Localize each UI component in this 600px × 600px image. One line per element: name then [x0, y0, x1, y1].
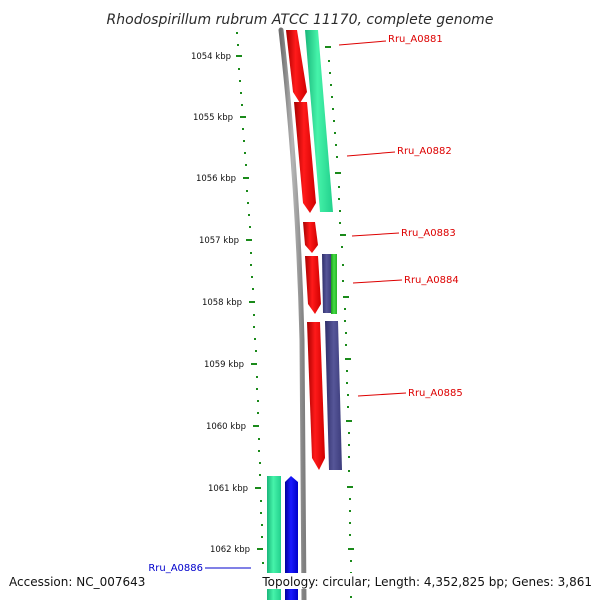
- orf-teal-bottom: [267, 476, 281, 600]
- gene-label-rru-a0886[interactable]: Rru_A0886: [148, 563, 203, 574]
- kbp-label-1055: 1055 kbp: [193, 113, 233, 123]
- gene-feature-rru-a0886[interactable]: [285, 476, 298, 600]
- genome-summary-text: Topology: circular; Length: 4,352,825 bp…: [261, 575, 592, 589]
- summary-bg: [258, 573, 596, 589]
- accession-bg: [6, 573, 146, 589]
- kbp-label-1059: 1059 kbp: [204, 360, 244, 370]
- orf-green: [331, 254, 337, 314]
- orf-teal-top: [305, 30, 333, 212]
- gene-label-rru-a0885[interactable]: Rru_A0885: [408, 388, 463, 399]
- kbp-label-1062: 1062 kbp: [210, 545, 250, 555]
- map-title: Rhodospirillum rubrum ATCC 11170, comple…: [107, 12, 494, 28]
- gene-leader-lines: [338, 40, 407, 397]
- gene-label-rru-a0881[interactable]: Rru_A0881: [388, 34, 443, 45]
- kbp-label-1057: 1057 kbp: [199, 236, 239, 246]
- gene-feature-rru-a0884[interactable]: [305, 256, 321, 314]
- gene-label-rru-a0884[interactable]: Rru_A0884: [404, 275, 459, 286]
- kbp-label-1061: 1061 kbp: [208, 484, 248, 494]
- gene-feature-rru-a0882[interactable]: [294, 102, 316, 213]
- gene-feature-rru-a0881[interactable]: [286, 30, 307, 103]
- kbp-label-1060: 1060 kbp: [206, 422, 246, 432]
- kbp-tick-marks: [236, 55, 263, 550]
- accession-text: Accession: NC_007643: [9, 575, 145, 589]
- tick-dots-right: [325, 46, 354, 598]
- orf-purple-upper: [322, 254, 331, 313]
- kbp-labels: 1054 kbp 1055 kbp 1056 kbp 1057 kbp 1058…: [191, 52, 250, 555]
- kbp-label-1054: 1054 kbp: [191, 52, 231, 62]
- genome-backbone: [278, 27, 307, 600]
- gene-feature-rru-a0883[interactable]: [303, 222, 318, 253]
- gene-labels: Rru_A0881 Rru_A0882 Rru_A0883 Rru_A0884 …: [148, 34, 462, 574]
- kbp-label-1058: 1058 kbp: [202, 298, 242, 308]
- gene-label-rru-a0882[interactable]: Rru_A0882: [397, 146, 452, 157]
- gene-feature-rru-a0885[interactable]: [307, 322, 325, 470]
- kbp-label-1056: 1056 kbp: [196, 174, 236, 184]
- tick-dots-left: [236, 32, 264, 588]
- orf-purple-lower: [325, 321, 342, 470]
- gene-label-rru-a0883[interactable]: Rru_A0883: [401, 228, 456, 239]
